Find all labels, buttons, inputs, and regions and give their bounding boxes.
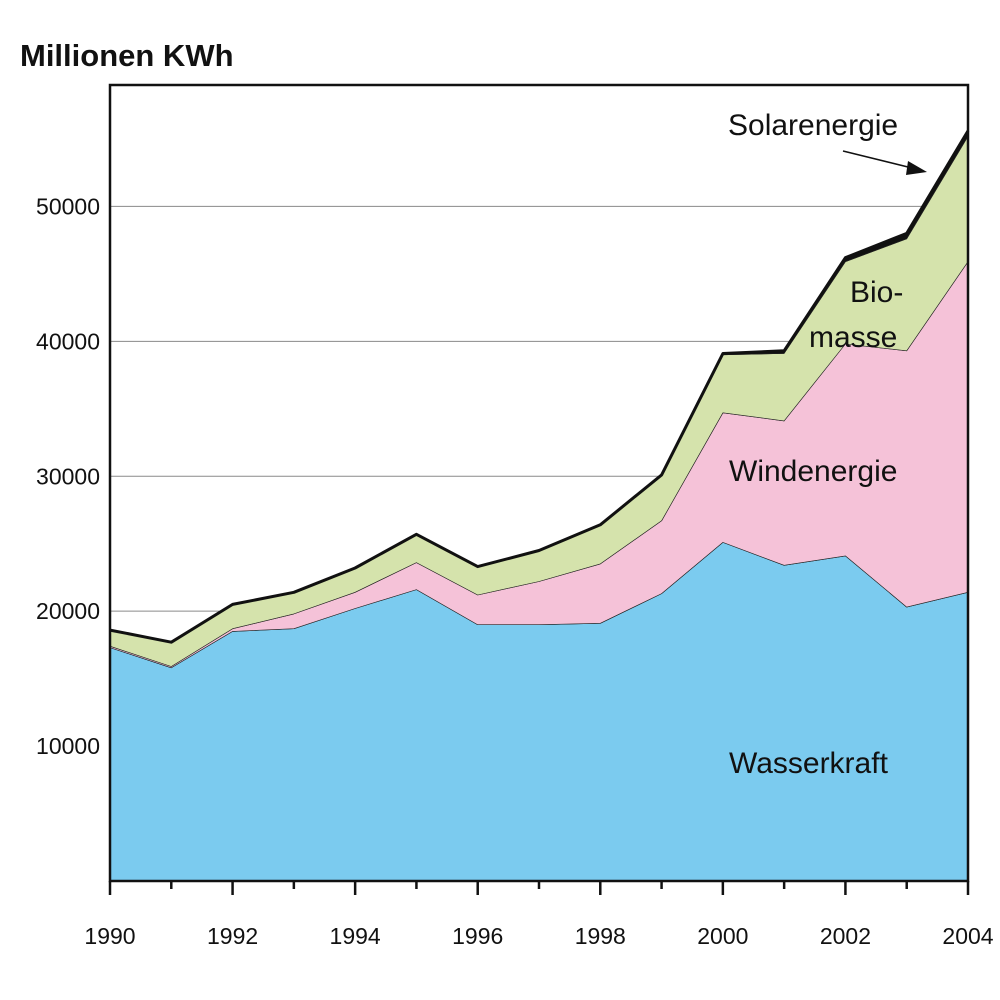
y-tick-20000: 20000 xyxy=(36,598,100,624)
solar-arrow xyxy=(842,150,927,175)
total-outline xyxy=(109,130,970,644)
x-tick-1990: 1990 xyxy=(84,923,135,949)
y-tick-40000: 40000 xyxy=(36,328,100,354)
y-tick-labels: 10000 20000 30000 40000 50000 xyxy=(36,193,100,759)
y-tick-50000: 50000 xyxy=(36,193,100,219)
x-tick-1994: 1994 xyxy=(330,923,381,949)
label-biomasse-line1: Bio- xyxy=(850,276,903,309)
x-tick-2000: 2000 xyxy=(697,923,748,949)
area-series xyxy=(109,130,970,882)
x-tick-1992: 1992 xyxy=(207,923,258,949)
x-tick-1996: 1996 xyxy=(452,923,503,949)
label-biomasse-line2: masse xyxy=(809,321,897,354)
axes xyxy=(108,83,970,895)
x-tick-2004: 2004 xyxy=(942,923,993,949)
x-tick-1998: 1998 xyxy=(575,923,626,949)
chart-title: Millionen KWh xyxy=(20,38,234,73)
label-windenergie: Windenergie xyxy=(729,455,897,488)
label-solarenergie: Solarenergie xyxy=(728,109,898,142)
x-tick-2002: 2002 xyxy=(820,923,871,949)
x-tick-labels: 1990 1992 1994 1996 1998 2000 2002 2004 xyxy=(84,923,993,949)
label-wasserkraft: Wasserkraft xyxy=(729,747,889,780)
y-tick-30000: 30000 xyxy=(36,463,100,489)
y-tick-10000: 10000 xyxy=(36,733,100,759)
